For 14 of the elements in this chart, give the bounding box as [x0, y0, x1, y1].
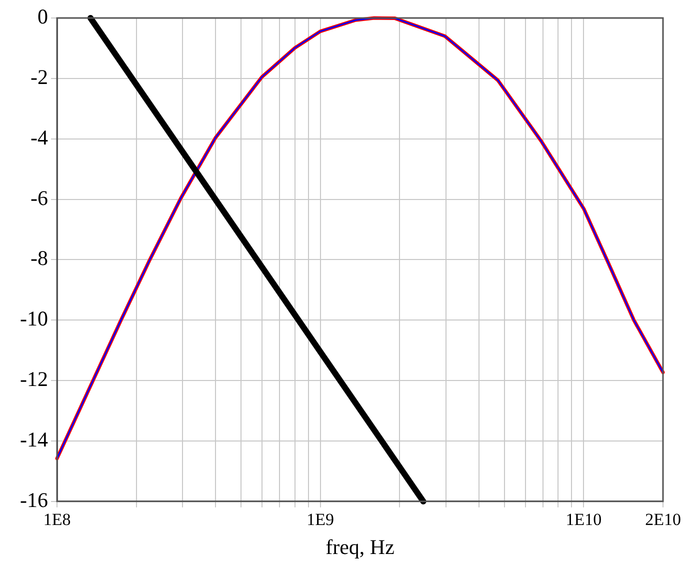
x-tick-label: 1E8 — [43, 510, 71, 530]
y-tick-label: -10 — [20, 306, 48, 331]
y-tick-label: -8 — [30, 246, 48, 270]
x-tick-label: 1E10 — [566, 510, 602, 530]
y-tick-label: 0 — [38, 4, 48, 29]
x-axis-title: freq, Hz — [326, 534, 394, 559]
y-tick-label: -14 — [20, 427, 48, 452]
x-tick-label: 1E9 — [306, 510, 334, 530]
x-tick-label: 2E10 — [645, 510, 681, 530]
y-tick-label: -16 — [20, 488, 48, 512]
y-tick-label: -6 — [30, 186, 48, 210]
y-tick-label: -2 — [30, 64, 48, 89]
y-tick-label: -12 — [20, 367, 48, 392]
y-tick-label: -4 — [30, 125, 48, 150]
